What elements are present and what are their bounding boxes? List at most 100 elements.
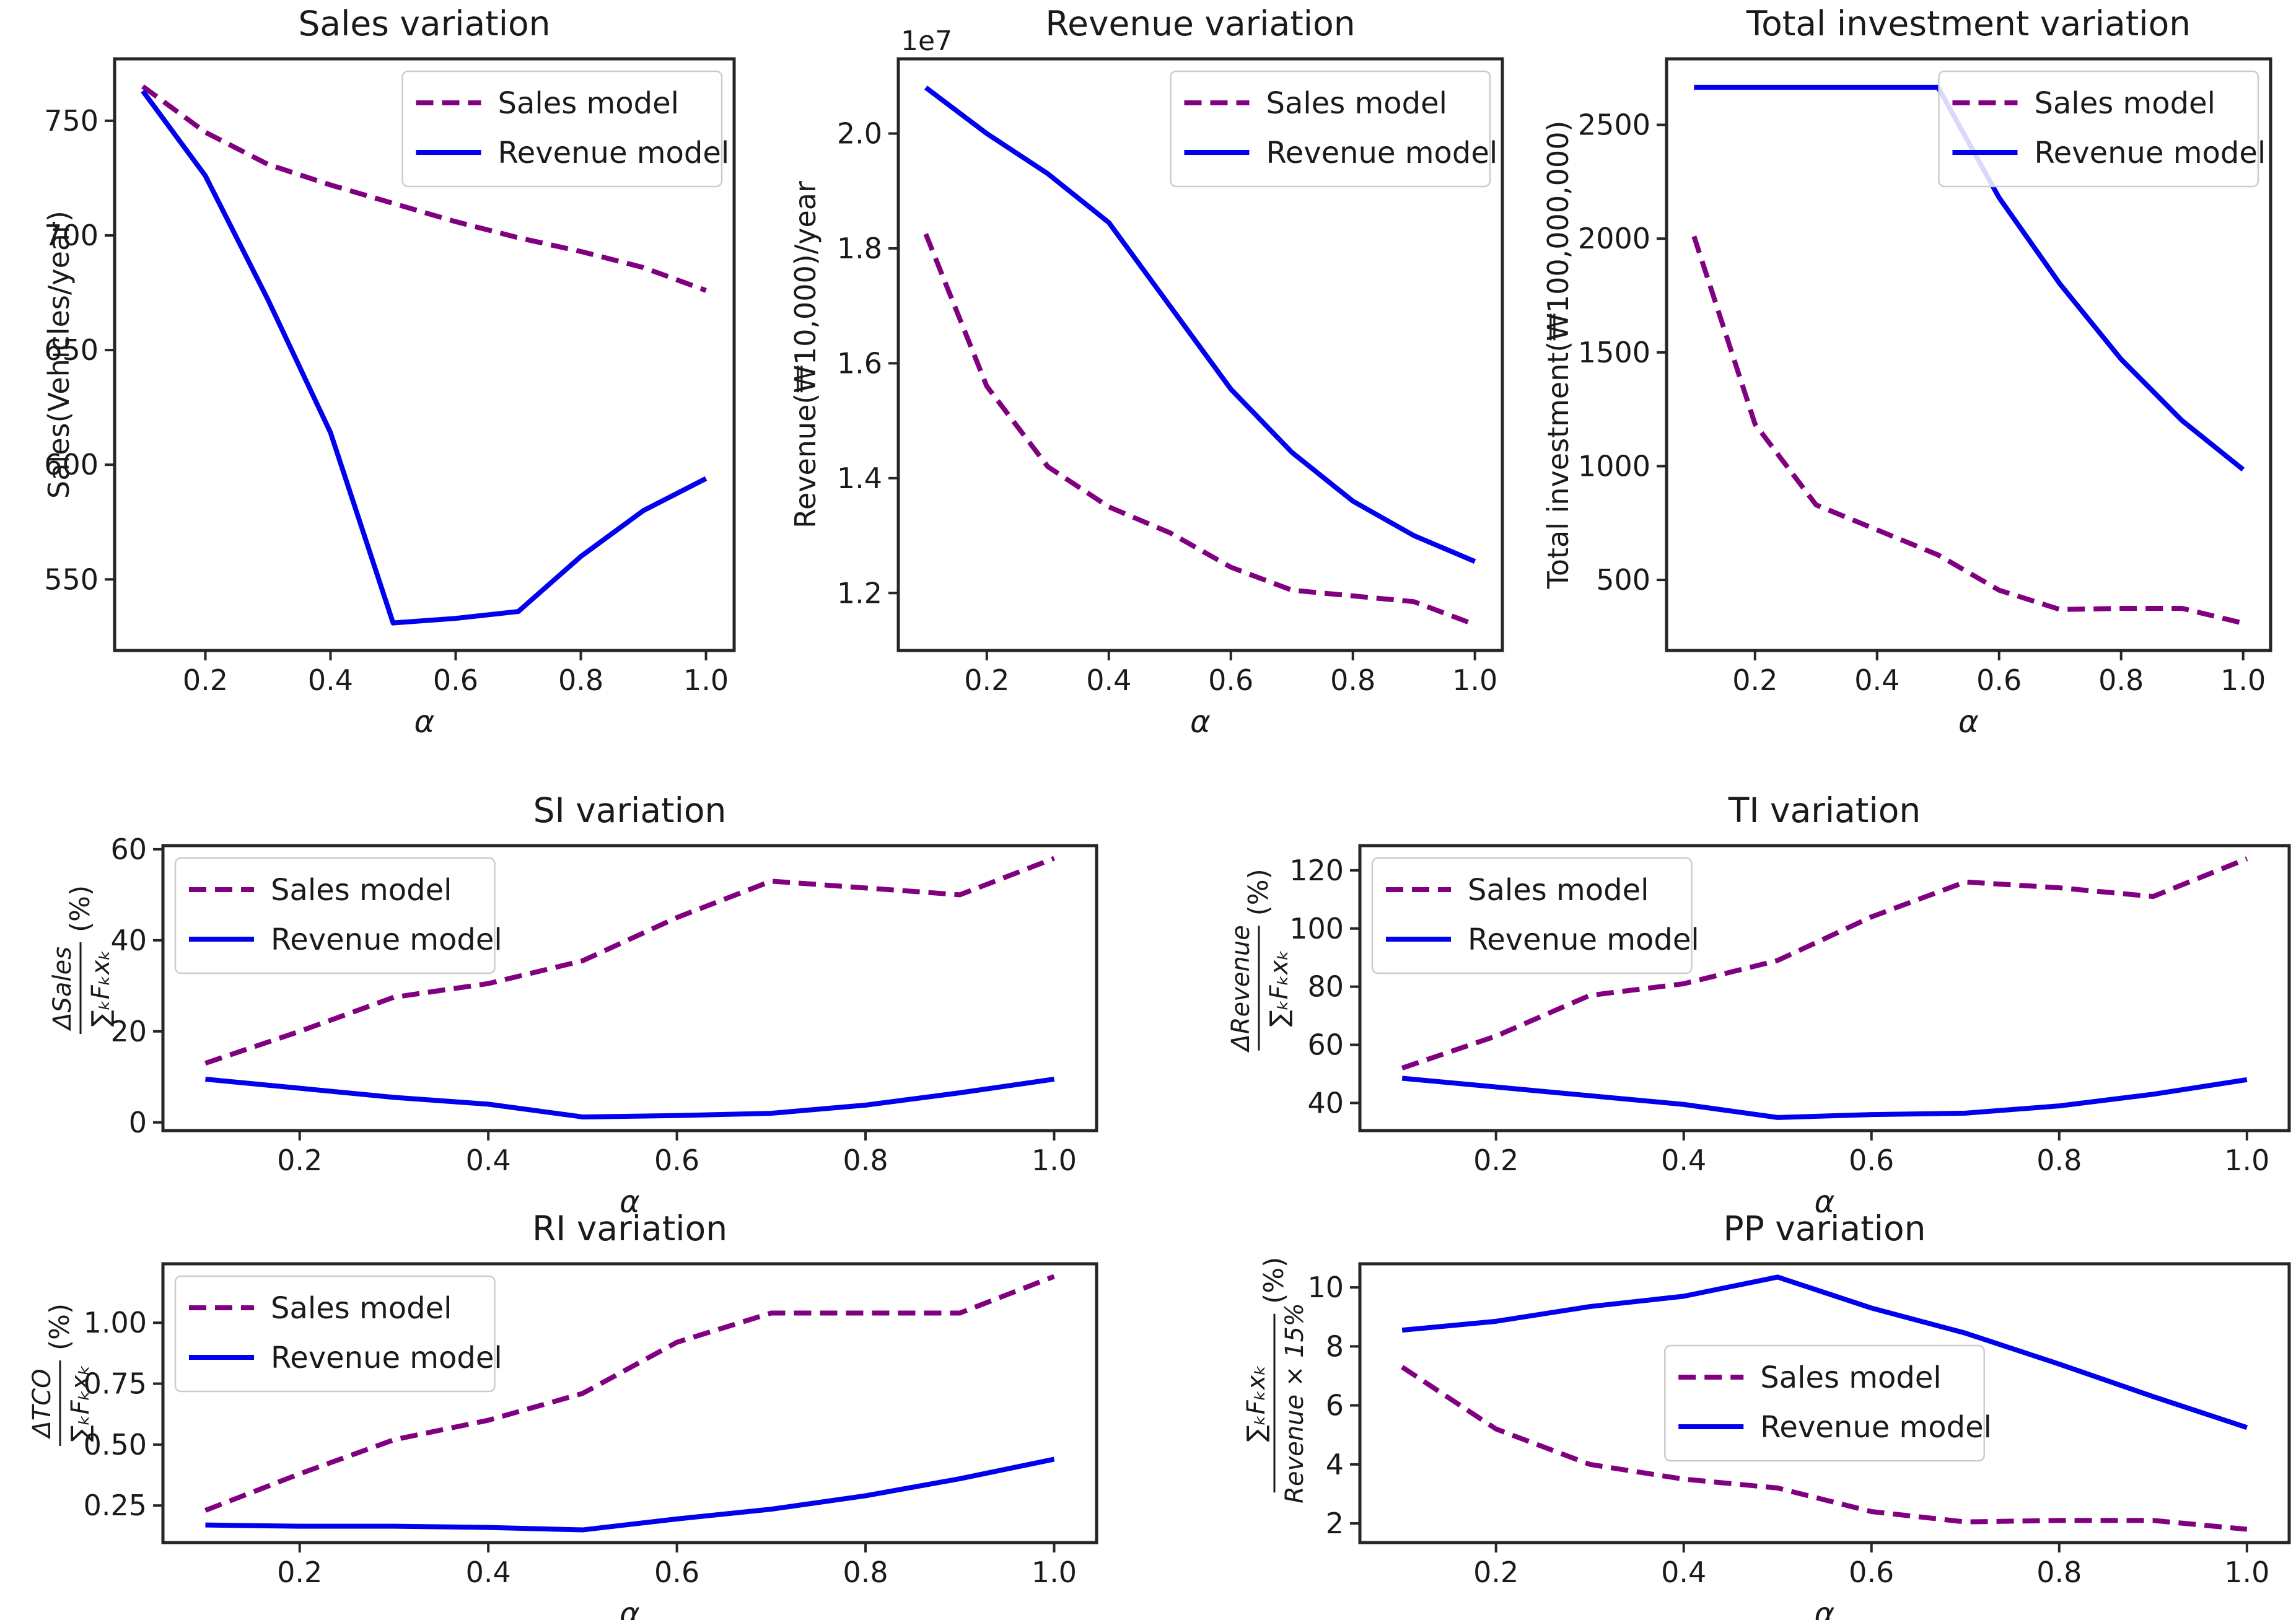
frac-denominator: ∑ₖFₖxₖ (87, 950, 115, 1027)
y-tick-label: 500 (1596, 563, 1650, 597)
y-tick-label: 600 (44, 448, 99, 481)
x-tick-label: 1.0 (683, 663, 729, 697)
y-tick-label: 120 (1289, 854, 1344, 887)
legend-label-revenue-model: Revenue model (2034, 136, 2266, 170)
x-tick-label: 1.0 (1032, 1556, 1077, 1589)
x-tick-label: 0.8 (843, 1556, 888, 1589)
legend-label-sales-model: Sales model (2034, 86, 2215, 121)
y-tick-label: 1500 (1578, 336, 1650, 369)
y-tick-label: 1000 (1578, 449, 1650, 483)
y-axis-label: ΔSales ∑ₖFₖxₖ (%) (48, 885, 115, 1034)
x-axis-label: α (1190, 704, 1211, 740)
frac-suffix: (%) (64, 885, 96, 932)
legend-label-revenue-model: Revenue model (1760, 1410, 1992, 1445)
axis-offset-text: 1e7 (901, 25, 952, 57)
legend-box (1938, 70, 2259, 188)
x-tick-label: 0.2 (183, 663, 228, 697)
series-sales-model (1691, 235, 2244, 626)
y-tick-label: 60 (1307, 1028, 1344, 1062)
legend-label-revenue-model: Revenue model (271, 922, 502, 957)
legend-box (401, 70, 723, 188)
frac-numerator: ∑ₖFₖxₖ (1242, 1365, 1271, 1442)
legend-label-sales-model: Sales model (497, 86, 678, 121)
x-tick-label: 0.6 (1976, 663, 2022, 697)
y-tick-label: 40 (1307, 1086, 1344, 1119)
frac-denominator: ∑ₖFₖxₖ (66, 1365, 95, 1442)
y-tick-label: 1.4 (837, 462, 882, 495)
chart-title: SI variation (533, 790, 727, 830)
legend-label-sales-model: Sales model (1760, 1360, 1941, 1395)
y-tick-label: 0.25 (84, 1489, 147, 1522)
legend-box (1170, 70, 1491, 188)
y-tick-label: 650 (44, 333, 99, 367)
legend: Sales model Revenue model (1170, 70, 1497, 188)
y-tick-label: 10 (1307, 1271, 1344, 1304)
y-tick-label: 0 (129, 1106, 147, 1139)
legend: Sales model Revenue model (174, 857, 502, 974)
x-tick-label: 0.4 (1854, 663, 1899, 697)
subplot-revenue-variation: Revenue variation α 1e7 0.2 0.4 0.6 0.8 1.0 1.2 1… (789, 4, 1504, 740)
y-tick-label: 1.8 (837, 232, 882, 265)
legend-box (174, 1275, 496, 1393)
y-axis-label: ΔTCO ∑ₖFₖxₖ (%) (28, 1303, 95, 1446)
x-tick-label: 0.6 (654, 1144, 699, 1177)
x-tick-label: 0.8 (558, 663, 603, 697)
y-tick-label: 40 (110, 924, 147, 957)
x-tick-label: 1.0 (1032, 1144, 1077, 1177)
legend-label-revenue-model: Revenue model (1468, 922, 1699, 957)
x-tick-label: 0.6 (654, 1556, 699, 1589)
y-axis-label: Revenue(₩10,000)/year (789, 181, 822, 528)
x-tick-label: 0.4 (1661, 1556, 1706, 1589)
y-tick-label: 2500 (1578, 108, 1650, 142)
chart-title: PP variation (1723, 1209, 1926, 1248)
x-tick-label: 0.8 (843, 1144, 888, 1177)
chart-title: Total investment variation (1746, 4, 2191, 43)
legend: Sales model Revenue model (401, 70, 729, 188)
legend: Sales model Revenue model (174, 1275, 502, 1393)
x-tick-label: 0.8 (2098, 663, 2144, 697)
y-tick-label: 6 (1326, 1389, 1344, 1422)
series-revenue-model (141, 89, 708, 626)
legend-label-revenue-model: Revenue model (271, 1341, 502, 1375)
x-tick-label: 1.0 (2224, 1556, 2269, 1589)
x-tick-label: 0.2 (964, 663, 1009, 697)
y-tick-label: 700 (44, 219, 99, 252)
y-axis-label: ΔRevenue ∑ₖFₖxₖ (%) (1227, 869, 1294, 1053)
y-tick-label: 1.2 (837, 576, 882, 610)
x-tick-label: 0.2 (277, 1144, 322, 1177)
y-tick-label: 2000 (1578, 222, 1650, 255)
x-tick-label: 0.2 (1473, 1144, 1518, 1177)
series-revenue-model (924, 85, 1476, 564)
x-tick-label: 0.8 (1330, 663, 1375, 697)
y-tick-label: 60 (110, 833, 147, 866)
subplot-ri-variation: RI variation α 0.2 0.4 0.6 0.8 1.0 0.25 0.50 0.75… (28, 1209, 1098, 1620)
y-tick-label: 750 (44, 104, 99, 138)
series-sales-model (204, 856, 1055, 1066)
series-sales-model (204, 1274, 1055, 1513)
frac-numerator: ΔSales (48, 947, 77, 1031)
x-tick-label: 0.4 (466, 1144, 511, 1177)
subplot-total-investment-variation: Total investment variation α 0.2 0.4 0.6 0.8 1… (1541, 4, 2272, 740)
x-tick-label: 0.2 (277, 1556, 322, 1589)
x-tick-label: 0.4 (1661, 1144, 1706, 1177)
x-axis-label: α (620, 1184, 640, 1220)
axes-spines (161, 844, 1098, 1132)
series-sales-model (141, 84, 707, 293)
legend-box (1371, 857, 1693, 974)
axes-spines (1358, 844, 2291, 1132)
x-tick-label: 0.8 (2036, 1144, 2082, 1177)
legend-label-revenue-model: Revenue model (1266, 136, 1497, 170)
chart-title: RI variation (532, 1209, 727, 1248)
frac-denominator: Revenue × 15% (1281, 1303, 1309, 1504)
x-axis-label: α (414, 704, 435, 740)
x-tick-label: 0.8 (2036, 1556, 2082, 1589)
x-axis-label: α (620, 1596, 640, 1620)
series-sales-model (1400, 1365, 2248, 1532)
y-axis-label: Sales(Vehicles/year) (42, 211, 76, 499)
legend: Sales model Revenue model (1371, 857, 1699, 974)
x-tick-label: 0.6 (1849, 1144, 1894, 1177)
series-sales-model (1401, 856, 2248, 1071)
